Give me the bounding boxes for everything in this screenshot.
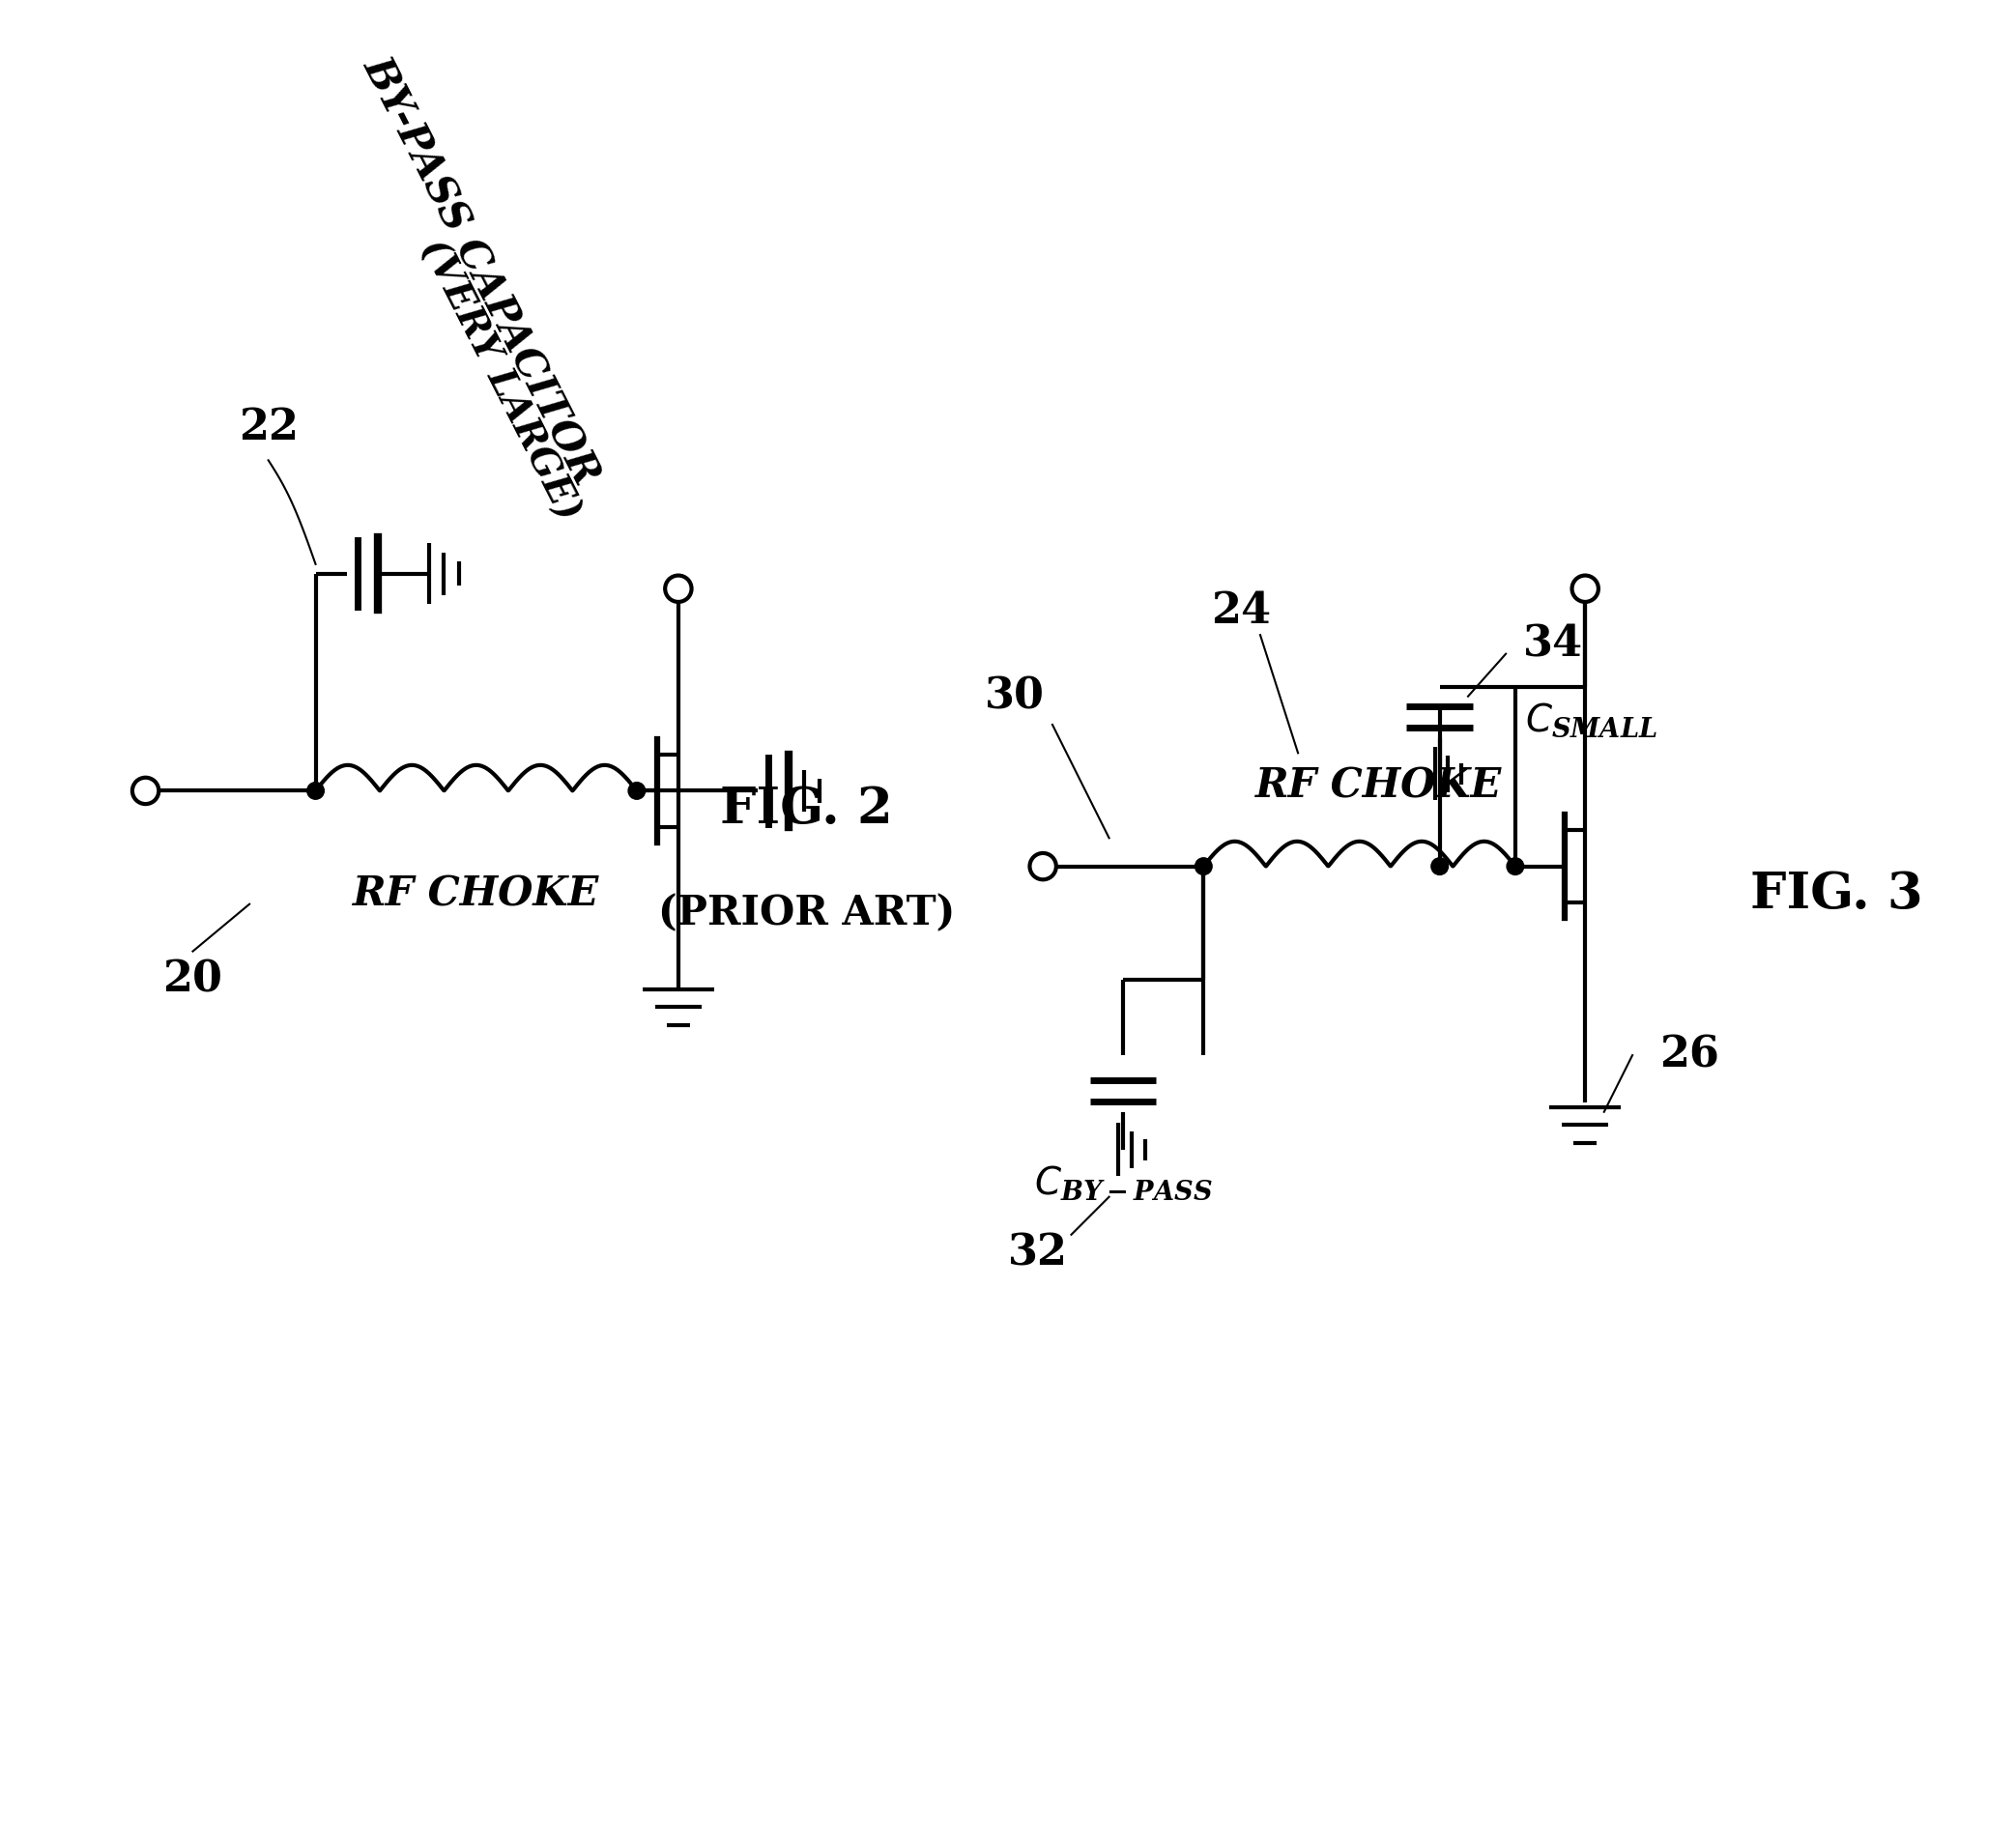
Text: FIG. 3: FIG. 3 <box>1750 870 1923 919</box>
Circle shape <box>629 782 645 800</box>
Circle shape <box>1431 859 1447 875</box>
Text: (PRIOR ART): (PRIOR ART) <box>659 894 956 934</box>
Circle shape <box>665 575 691 602</box>
Text: RF CHOKE: RF CHOKE <box>353 875 599 916</box>
Circle shape <box>1572 575 1599 602</box>
Text: 20: 20 <box>163 959 222 1000</box>
Text: 26: 26 <box>1659 1035 1720 1077</box>
Text: 22: 22 <box>238 406 298 449</box>
Text: FIG. 2: FIG. 2 <box>720 785 893 835</box>
Text: 32: 32 <box>1008 1232 1068 1274</box>
Circle shape <box>1506 859 1524 875</box>
Text: $C_{\mathregular{SMALL}}$: $C_{\mathregular{SMALL}}$ <box>1524 701 1657 740</box>
Text: (VERY LARGE): (VERY LARGE) <box>413 233 587 527</box>
Text: 24: 24 <box>1212 591 1272 632</box>
Text: $C_{\mathregular{BY-PASS}}$: $C_{\mathregular{BY-PASS}}$ <box>1034 1163 1212 1201</box>
Circle shape <box>133 778 159 804</box>
Text: RF CHOKE: RF CHOKE <box>1254 765 1502 806</box>
Circle shape <box>306 782 325 800</box>
Text: 34: 34 <box>1522 624 1583 665</box>
Circle shape <box>1030 853 1056 879</box>
Circle shape <box>1195 859 1212 875</box>
Text: BY-PASS CAPACITOR: BY-PASS CAPACITOR <box>355 51 607 493</box>
Text: 30: 30 <box>984 676 1044 718</box>
